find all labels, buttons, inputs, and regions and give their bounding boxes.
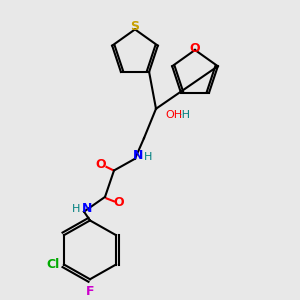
Text: O: O xyxy=(113,196,124,209)
Text: Cl: Cl xyxy=(46,258,59,271)
Text: H: H xyxy=(72,204,81,214)
Text: S: S xyxy=(130,20,140,33)
Text: H: H xyxy=(144,152,153,162)
Text: ·H: ·H xyxy=(178,110,190,120)
Text: N: N xyxy=(133,149,143,162)
Text: F: F xyxy=(86,285,94,298)
Text: N: N xyxy=(82,202,92,215)
Text: O: O xyxy=(190,42,200,55)
Text: OH: OH xyxy=(165,110,182,120)
Text: O: O xyxy=(95,158,106,171)
